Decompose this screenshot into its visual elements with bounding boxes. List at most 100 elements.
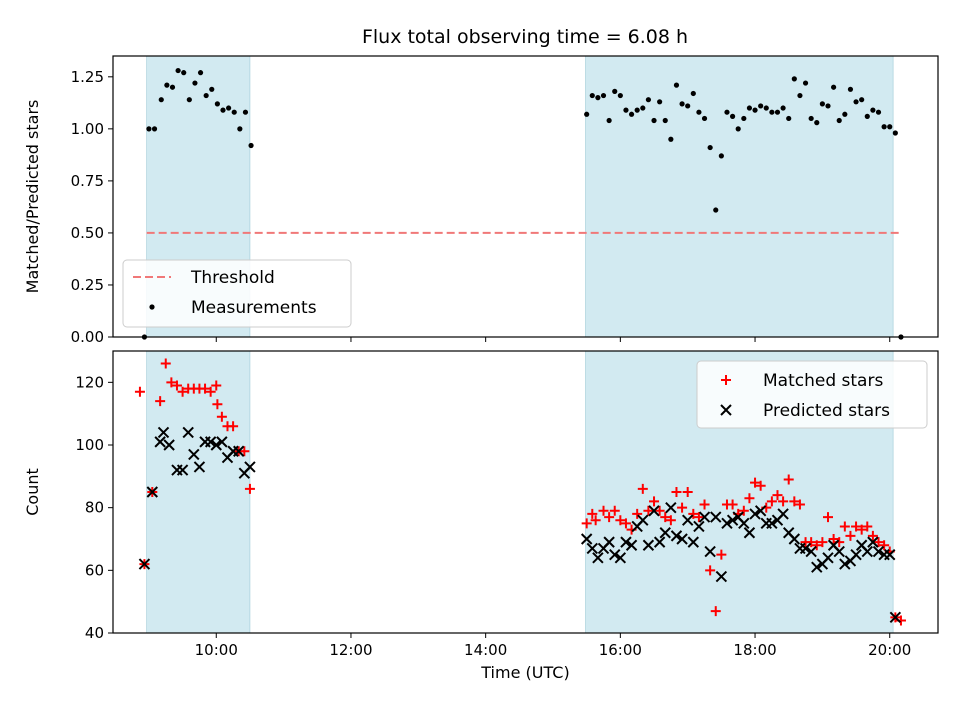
measurement-point	[192, 80, 198, 86]
predicted-star-point	[693, 520, 705, 533]
predicted-star-point	[603, 536, 615, 548]
predicted-star-point	[609, 548, 621, 561]
matched-star-point	[851, 521, 862, 532]
y-axis-label: Matched/Predicted stars	[23, 100, 42, 294]
x-tick-label: 16:00	[599, 641, 642, 659]
matched-star-point	[710, 606, 721, 617]
measurement-point	[797, 92, 803, 99]
predicted-star-point	[659, 527, 671, 539]
y-tick-label: 120	[75, 373, 104, 391]
measurement-point	[197, 70, 204, 76]
matched-star-point	[738, 505, 749, 516]
measurement-point	[707, 144, 713, 151]
matched-star-point	[171, 380, 182, 391]
axes-frame	[112, 55, 939, 338]
measurement-point	[175, 67, 181, 74]
predicted-star-point	[867, 536, 879, 548]
measurement-point	[729, 113, 736, 119]
matched-star-point	[166, 377, 177, 388]
legend-predicted-label: Predicted stars	[763, 401, 890, 421]
measurement-point	[158, 97, 164, 103]
measurement-point	[589, 92, 595, 99]
predicted-star-point	[726, 514, 739, 526]
matched-star-point	[693, 512, 704, 523]
matched-star-point	[744, 493, 755, 504]
predicted-star-point	[193, 461, 206, 473]
predicted-star-point	[681, 514, 694, 526]
measurement-point	[842, 111, 848, 117]
predicted-star-point	[244, 461, 256, 473]
measurement-point	[151, 126, 158, 132]
measurement-point	[146, 126, 152, 132]
y-tick-label: 80	[85, 499, 104, 517]
measurement-point	[679, 101, 685, 107]
measurement-point	[780, 105, 786, 111]
measurement-point	[718, 153, 724, 159]
x-tick-label: 14:00	[464, 641, 507, 659]
measurement-point	[752, 107, 758, 113]
predicted-star-point	[653, 536, 666, 548]
measurement-point	[662, 117, 668, 124]
predicted-star-point	[850, 548, 862, 561]
y-tick-label: 1.25	[71, 68, 104, 86]
measurement-point	[651, 117, 657, 124]
matched-star-point	[789, 496, 800, 507]
predicted-star-point	[665, 501, 677, 514]
measurement-point	[808, 115, 814, 122]
predicted-star-point	[157, 426, 170, 439]
legend-matched-swatch	[721, 375, 731, 385]
matched-star-point	[671, 487, 682, 497]
measurement-point	[847, 86, 854, 92]
measurement-point	[892, 130, 898, 136]
predicted-star-point	[822, 552, 834, 564]
measurement-point	[595, 95, 601, 101]
matched-star-point	[823, 512, 833, 523]
measurement-point	[887, 124, 893, 130]
y-tick-label: 1.00	[71, 120, 104, 138]
predicted-star-point	[704, 545, 716, 558]
predicted-star-point	[805, 545, 817, 558]
measurement-point	[673, 82, 680, 88]
predicted-star-point	[833, 545, 845, 558]
matched-star-point	[654, 505, 665, 516]
matched-star-point	[839, 521, 850, 532]
matched-star-point	[755, 480, 766, 491]
y-tick-label: 100	[75, 436, 104, 454]
measurement-point	[696, 109, 702, 115]
measurement-point	[164, 82, 170, 88]
measurement-point	[657, 99, 663, 105]
matched-star-point	[873, 537, 884, 548]
measurement-point	[758, 103, 764, 109]
predicted-star-point	[642, 539, 655, 551]
predicted-star-point	[738, 517, 750, 530]
matched-star-point	[134, 386, 145, 397]
matched-star-point	[665, 515, 676, 526]
predicted-star-point	[163, 439, 175, 451]
y-tick-label: 40	[85, 624, 104, 642]
measurement-point	[634, 107, 640, 113]
y-tick-label: 60	[85, 561, 104, 579]
predicted-star-point	[586, 542, 598, 555]
measurement-point	[203, 92, 209, 99]
matched-star-point	[216, 411, 227, 422]
matched-star-point	[211, 380, 222, 391]
matched-star-point	[637, 483, 648, 494]
predicted-star-point	[698, 511, 711, 523]
x-tick-label: 20:00	[868, 641, 911, 659]
matched-star-point	[682, 487, 693, 497]
measurement-point	[209, 86, 215, 92]
matched-star-point	[620, 518, 631, 529]
matched-star-point	[609, 505, 620, 516]
matched-star-point	[811, 540, 822, 551]
predicted-star-point	[811, 561, 823, 573]
measurement-point	[864, 113, 870, 119]
matched-star-point	[699, 499, 710, 510]
matched-star-point	[727, 499, 738, 510]
matched-star-point	[783, 474, 794, 485]
measurement-point	[214, 101, 220, 107]
measurement-point	[645, 97, 652, 103]
measurement-point	[248, 142, 254, 149]
matched-star-point	[155, 396, 166, 407]
predicted-star-point	[788, 533, 801, 545]
predicted-star-point	[138, 558, 151, 570]
